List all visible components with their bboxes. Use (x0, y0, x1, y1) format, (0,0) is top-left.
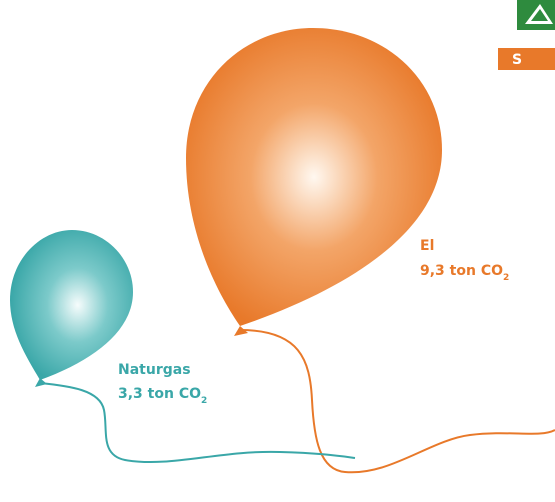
illustration: S El 9,3 ton CO2 Naturgas 3,3 ton CO2 (0, 0, 555, 502)
page: {"balloons": [ {"label": "El", "amount":… (0, 0, 555, 502)
balloon-label: Naturgas (118, 362, 191, 378)
amount-subscript: 2 (201, 396, 207, 406)
amount-text: 9,3 ton CO (420, 263, 503, 279)
balloon-string (240, 330, 555, 472)
logo (517, 0, 555, 30)
balloon-amount: 9,3 ton CO2 (420, 263, 509, 283)
amount-subscript: 2 (503, 273, 509, 283)
balloon-amount: 3,3 ton CO2 (118, 386, 207, 406)
balloon (10, 230, 133, 380)
balloon-knot (35, 378, 47, 387)
amount-text: 3,3 ton CO (118, 386, 201, 402)
balloon (186, 28, 442, 326)
balloon-label: El (420, 238, 434, 254)
badge-text: S (512, 52, 522, 68)
badge (498, 48, 555, 70)
